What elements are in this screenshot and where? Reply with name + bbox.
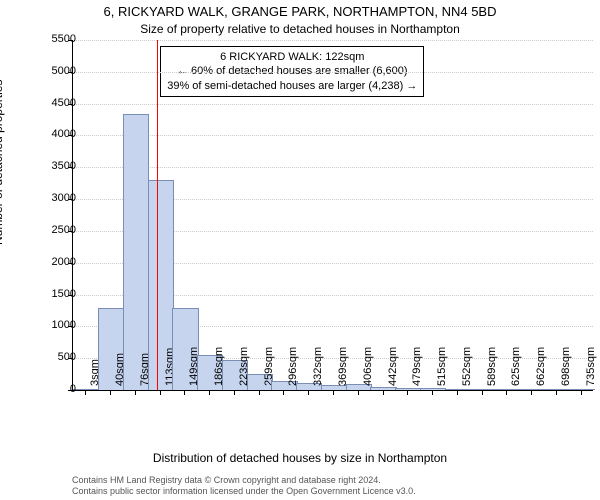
- xtick-label: 698sqm: [560, 347, 572, 386]
- footer-text: Contains HM Land Registry data © Crown c…: [72, 475, 416, 498]
- xtick-mark: [581, 390, 582, 395]
- annotation-line-1: 6 RICKYARD WALK: 122sqm: [167, 50, 417, 64]
- xtick-mark: [259, 390, 260, 395]
- xtick-label: 332sqm: [312, 347, 324, 386]
- xtick-mark: [432, 390, 433, 395]
- ytick-label: 4000: [36, 128, 76, 140]
- xtick-label: 662sqm: [535, 347, 547, 386]
- xtick-label: 589sqm: [486, 347, 498, 386]
- footer-line-2: Contains public sector information licen…: [72, 486, 416, 497]
- xtick-mark: [506, 390, 507, 395]
- histogram-bar: [544, 389, 570, 390]
- xtick-label: 735sqm: [585, 347, 597, 386]
- xtick-label: 552sqm: [461, 347, 473, 386]
- histogram-bar: [568, 389, 594, 390]
- xtick-mark: [283, 390, 284, 395]
- xtick-mark: [209, 390, 210, 395]
- xtick-mark: [407, 390, 408, 395]
- property-marker-line: [157, 40, 158, 390]
- xtick-label: 625sqm: [510, 347, 522, 386]
- ytick-label: 2500: [36, 224, 76, 236]
- ytick-label: 1000: [36, 319, 76, 331]
- xtick-mark: [160, 390, 161, 395]
- ytick-label: 5000: [36, 65, 76, 77]
- xtick-mark: [184, 390, 185, 395]
- xtick-label: 406sqm: [362, 347, 374, 386]
- xtick-label: 296sqm: [287, 347, 299, 386]
- y-axis-label: Number of detached properties: [0, 80, 5, 245]
- x-axis-label: Distribution of detached houses by size …: [0, 451, 600, 465]
- xtick-mark: [457, 390, 458, 395]
- plot-area: 6 RICKYARD WALK: 122sqm ← 60% of detache…: [72, 40, 593, 391]
- chart-subtitle: Size of property relative to detached ho…: [0, 22, 600, 36]
- footer-line-1: Contains HM Land Registry data © Crown c…: [72, 475, 416, 486]
- xtick-label: 369sqm: [337, 347, 349, 386]
- xtick-mark: [556, 390, 557, 395]
- histogram-bar: [123, 114, 149, 390]
- xtick-mark: [308, 390, 309, 395]
- xtick-mark: [333, 390, 334, 395]
- ytick-label: 3000: [36, 192, 76, 204]
- ytick-label: 500: [36, 351, 76, 363]
- ytick-label: 0: [36, 383, 76, 395]
- xtick-mark: [531, 390, 532, 395]
- gridline: [73, 135, 593, 136]
- ytick-label: 5500: [36, 33, 76, 45]
- histogram-bar: [469, 389, 495, 390]
- gridline: [73, 40, 593, 41]
- histogram-bar: [445, 389, 471, 390]
- xtick-mark: [110, 390, 111, 395]
- gridline: [73, 72, 593, 73]
- xtick-mark: [135, 390, 136, 395]
- xtick-mark: [383, 390, 384, 395]
- gridline: [73, 167, 593, 168]
- xtick-label: 442sqm: [387, 347, 399, 386]
- ytick-label: 4500: [36, 97, 76, 109]
- gridline: [73, 104, 593, 105]
- ytick-label: 1500: [36, 288, 76, 300]
- property-size-chart: 6, RICKYARD WALK, GRANGE PARK, NORTHAMPT…: [0, 0, 600, 500]
- xtick-mark: [85, 390, 86, 395]
- chart-title: 6, RICKYARD WALK, GRANGE PARK, NORTHAMPT…: [0, 4, 600, 19]
- annotation-line-3: 39% of semi-detached houses are larger (…: [167, 79, 417, 93]
- ytick-label: 3500: [36, 160, 76, 172]
- xtick-mark: [234, 390, 235, 395]
- xtick-mark: [482, 390, 483, 395]
- xtick-mark: [358, 390, 359, 395]
- xtick-label: 515sqm: [436, 347, 448, 386]
- xtick-label: 479sqm: [411, 347, 423, 386]
- ytick-label: 2000: [36, 256, 76, 268]
